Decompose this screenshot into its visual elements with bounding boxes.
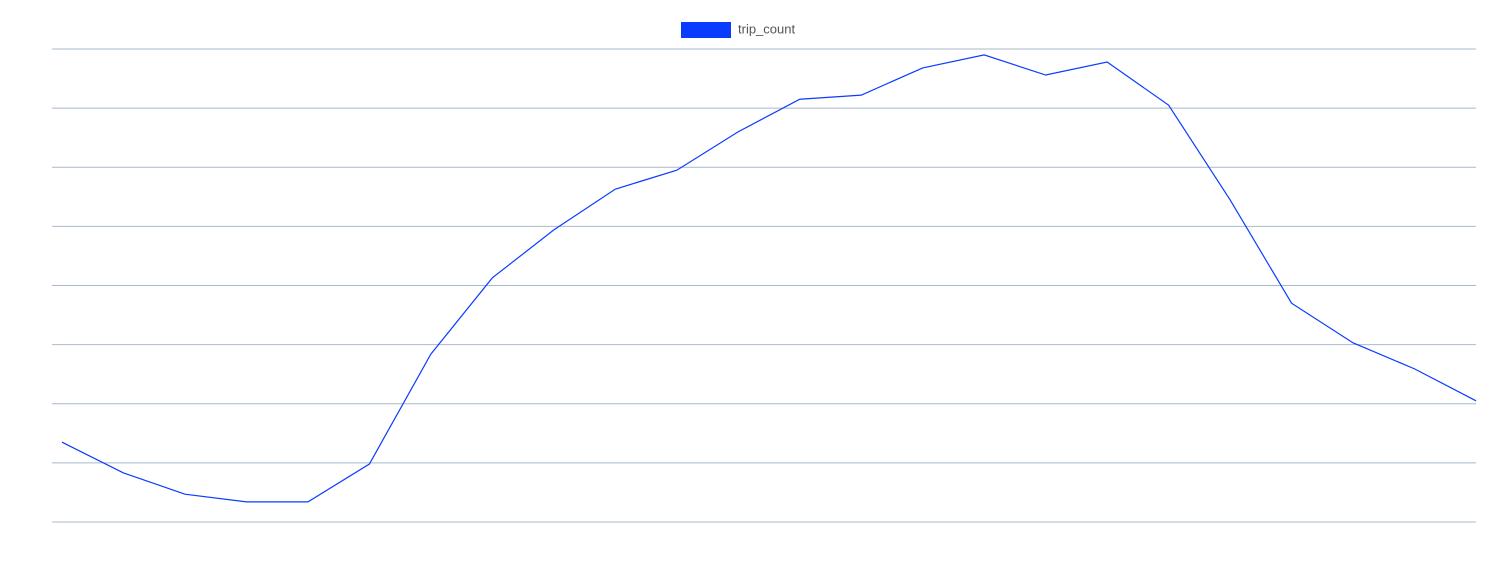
legend-swatch [681,22,731,38]
legend-label: trip_count [738,21,795,36]
line [61,54,1477,503]
